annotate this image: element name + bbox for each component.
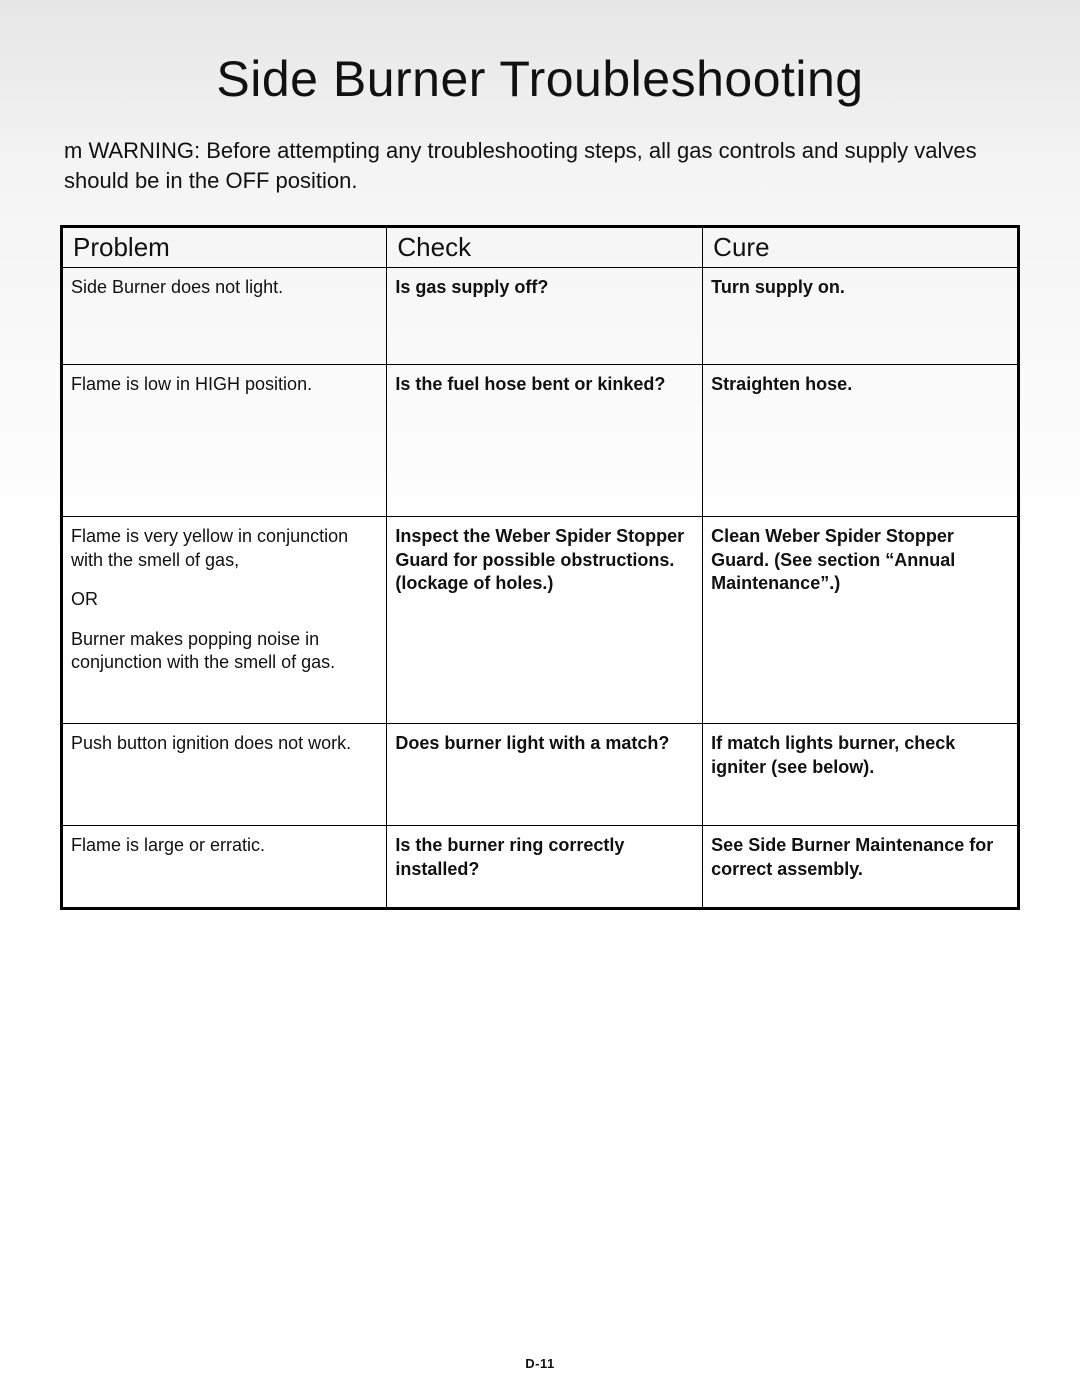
problem-line: Burner makes popping noise in conjunctio…: [71, 628, 380, 675]
cell-check: Is the fuel hose bent or kinked?: [387, 365, 703, 517]
warning-text: m WARNING: Before attempting any trouble…: [64, 136, 1020, 195]
cell-cure: Turn supply on.: [703, 268, 1019, 365]
problem-or: OR: [71, 588, 380, 611]
warning-body: WARNING: Before attempting any troublesh…: [64, 138, 977, 193]
col-header-cure: Cure: [703, 227, 1019, 268]
cell-problem: Flame is large or erratic.: [62, 826, 387, 909]
cell-problem: Side Burner does not light.: [62, 268, 387, 365]
table-row: Flame is low in HIGH position. Is the fu…: [62, 365, 1019, 517]
cell-problem: Flame is very yellow in conjunction with…: [62, 517, 387, 724]
col-header-check: Check: [387, 227, 703, 268]
cell-cure: Clean Weber Spider Stopper Guard. (See s…: [703, 517, 1019, 724]
table-row: Side Burner does not light. Is gas suppl…: [62, 268, 1019, 365]
table-header-row: Problem Check Cure: [62, 227, 1019, 268]
cell-check: Is gas supply off?: [387, 268, 703, 365]
table-row: Flame is very yellow in conjunction with…: [62, 517, 1019, 724]
page-title: Side Burner Troubleshooting: [60, 50, 1020, 108]
cell-cure: If match lights burner, check igniter (s…: [703, 724, 1019, 826]
page: Side Burner Troubleshooting m WARNING: B…: [0, 0, 1080, 1397]
table-row: Flame is large or erratic. Is the burner…: [62, 826, 1019, 909]
cell-cure: Straighten hose.: [703, 365, 1019, 517]
col-header-problem: Problem: [62, 227, 387, 268]
cell-check: Does burner light with a match?: [387, 724, 703, 826]
warning-symbol: m: [64, 138, 82, 163]
cell-cure: See Side Burner Maintenance for correct …: [703, 826, 1019, 909]
cell-problem: Push button ignition does not work.: [62, 724, 387, 826]
problem-line: Flame is very yellow in conjunction with…: [71, 525, 380, 572]
cell-problem: Flame is low in HIGH position.: [62, 365, 387, 517]
table-row: Push button ignition does not work. Does…: [62, 724, 1019, 826]
cell-check: Is the burner ring correctly installed?: [387, 826, 703, 909]
cell-check: Inspect the Weber Spider Stopper Guard f…: [387, 517, 703, 724]
page-number: D-11: [0, 1356, 1080, 1371]
troubleshooting-table: Problem Check Cure Side Burner does not …: [60, 225, 1020, 910]
